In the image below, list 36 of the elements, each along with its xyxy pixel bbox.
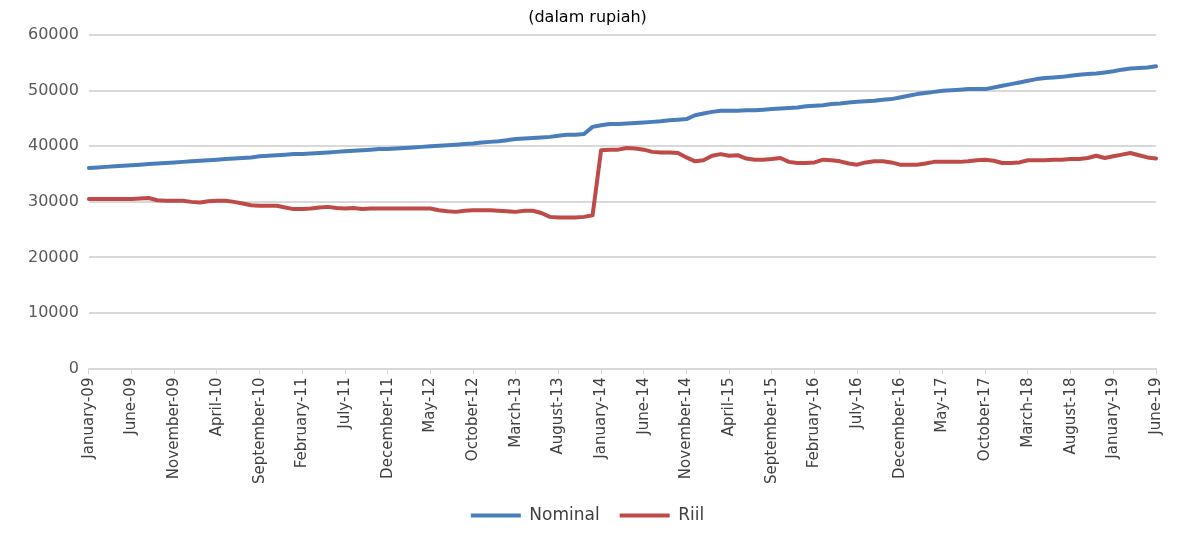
x-tick-label: August-13 [548,377,567,455]
x-tick-label: February-11 [292,377,311,469]
chart-title: (dalam rupiah) [528,6,647,26]
x-tick-label: November-14 [676,377,695,480]
x-tick-label: September-10 [249,377,268,484]
y-tick-label: 20000 [27,246,79,266]
y-tick-label: 60000 [27,24,79,44]
x-tick-label: November-09 [164,377,183,480]
x-tick-label: June-14 [633,377,652,436]
y-tick-label: 30000 [27,191,79,211]
y-tick-label: 40000 [27,135,79,155]
x-tick-label: September-15 [761,377,780,484]
x-tick-label: August-18 [1060,377,1079,455]
legend-label: Nominal [529,503,600,524]
legend-label: Riil [678,503,705,524]
x-tick-label: December-11 [377,377,396,479]
x-tick-label: January-14 [591,377,609,460]
y-tick-label: 0 [68,357,79,377]
x-tick-label: March-18 [1017,377,1036,448]
x-tick-label: March-13 [505,377,524,448]
x-tick-label: October-12 [462,377,481,462]
x-tick-label: June-09 [121,377,140,436]
x-tick-label: June-19 [1145,377,1164,436]
x-tick-label: July-11 [334,377,353,430]
x-tick-label: April-15 [719,377,738,437]
x-tick-label: May-17 [932,377,951,433]
x-tick-label: April-10 [206,377,225,437]
x-tick-label: October-17 [975,377,994,462]
x-tick-label: January-19 [1103,377,1122,460]
x-tick-label: July-16 [847,377,866,430]
x-tick-label: February-16 [804,377,823,469]
x-tick-label: January-09 [78,377,97,460]
y-tick-label: 50000 [27,79,79,99]
x-tick-label: December-16 [889,377,908,479]
y-tick-label: 10000 [27,302,79,322]
x-tick-label: May-12 [420,377,439,433]
